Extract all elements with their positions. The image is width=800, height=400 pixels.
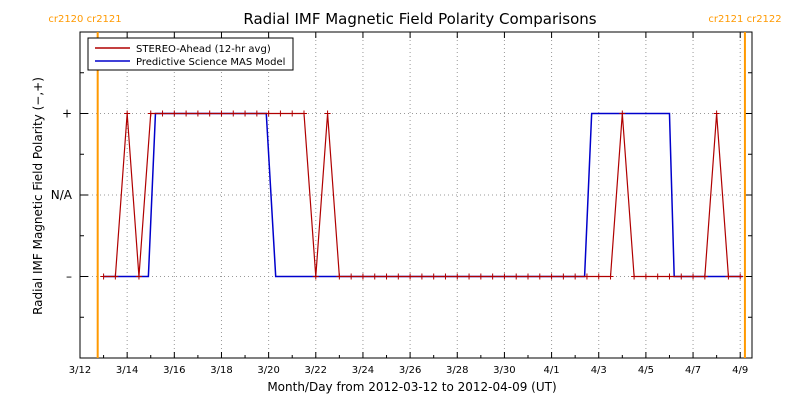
x-tick-label: 3/12 [69,365,91,376]
stereo-point [371,273,378,280]
stereo-point [548,273,555,280]
stereo-point [607,273,614,280]
stereo-point [183,110,190,117]
stereo-point [619,110,626,117]
y-axis-ticks: + N/A – [51,72,752,318]
x-axis-title: Month/Day from 2012-03-12 to 2012-04-09 … [267,380,556,394]
x-tick-label: 4/9 [732,365,748,376]
x-tick-label: 3/26 [399,365,421,376]
stereo-point [359,273,366,280]
series-layer [100,110,744,280]
carrington-markers: cr2120 cr2121 cr2121 cr2122 [48,14,782,358]
stereo-point [572,273,579,280]
stereo-point [595,273,602,280]
stereo-point [477,273,484,280]
stereo-point [147,110,154,117]
legend-label-model: Predictive Science MAS Model [136,57,285,68]
carrington-label: cr2120 cr2121 [48,14,121,25]
stereo-point [395,273,402,280]
grid-lines [80,32,752,358]
legend: STEREO-Ahead (12-hr avg) Predictive Scie… [87,37,294,71]
stereo-point [536,273,543,280]
stereo-point [525,273,531,280]
stereo-point [678,273,685,280]
stereo-point [690,273,697,280]
stereo-point [466,273,473,280]
stereo-point [171,110,178,117]
stereo-point [666,273,673,280]
x-tick-label: 3/24 [352,365,374,376]
stereo-point [583,273,590,280]
stereo-point [642,273,649,280]
chart-title: Radial IMF Magnetic Field Polarity Compa… [243,10,596,28]
x-tick-label: 3/30 [493,365,515,376]
stereo-point [701,273,708,280]
stereo-point [312,273,319,280]
stereo-point [218,110,225,117]
stereo-point [194,110,201,117]
stereo-point [230,110,237,117]
stereo-point [725,273,732,280]
legend-label-stereo: STEREO-Ahead (12-hr avg) [136,44,271,55]
stereo-point [242,110,249,117]
legend-box [87,37,294,71]
stereo-point [430,273,437,280]
stereo-point [489,273,496,280]
stereo-point [501,273,508,280]
x-tick-label: 4/1 [544,365,560,376]
stereo-point [560,273,567,280]
stereo-point [100,273,107,280]
x-tick-label: 3/20 [257,365,279,376]
x-tick-label: 3/22 [305,365,327,376]
y-axis-title: Radial IMF Magnetic Field Polarity (−,+) [31,77,45,315]
series-line-model [103,112,743,278]
stereo-point [289,110,296,117]
stereo-point [407,273,414,280]
stereo-point [159,110,166,117]
x-tick-label: 3/16 [163,365,185,376]
stereo-point [513,273,520,280]
x-tick-label: 4/5 [638,365,654,376]
stereo-point [454,273,461,280]
y-tick-label: + [62,107,72,121]
stereo-point [301,110,307,117]
stereo-point [135,273,142,280]
stereo-point [124,110,131,117]
x-tick-label: 3/28 [446,365,468,376]
stereo-point [713,110,720,117]
stereo-point [336,273,343,280]
x-axis-ticks: 3/12 3/14 3/16 3/18 3/20 3/22 3/24 3/26 3/28 3/30… [69,32,748,376]
x-tick-label: 4/7 [685,365,701,376]
carrington-label: cr2121 cr2122 [708,14,781,25]
stereo-point [324,110,331,117]
x-tick-label: 3/18 [210,365,232,376]
x-tick-label: 3/14 [116,365,138,376]
y-tick-label: N/A [51,188,73,202]
x-tick-label: 4/3 [591,365,607,376]
stereo-point [348,273,355,280]
stereo-point [265,110,272,117]
y-tick-label: – [66,270,72,284]
stereo-point [383,273,390,280]
stereo-point [418,273,425,280]
stereo-point [442,273,449,280]
stereo-point [737,273,744,280]
stereo-point [253,110,260,117]
stereo-point [112,273,119,280]
stereo-point [206,110,213,117]
stereo-point [631,273,638,280]
stereo-point [654,273,661,280]
stereo-point [277,110,284,117]
